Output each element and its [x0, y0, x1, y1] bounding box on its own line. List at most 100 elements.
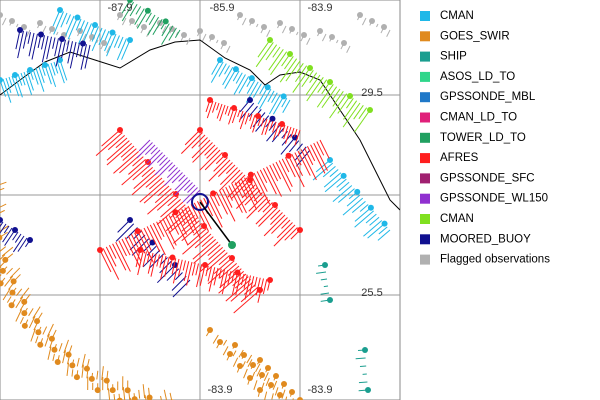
barb	[369, 216, 380, 226]
barb	[91, 27, 103, 52]
barb-station	[2, 256, 9, 263]
barb	[301, 70, 314, 88]
barb	[55, 38, 63, 67]
barb-station	[83, 365, 90, 372]
barb	[20, 72, 26, 86]
barb-station	[340, 172, 347, 179]
barb-station	[273, 373, 279, 379]
barb-station	[322, 262, 328, 268]
barb	[187, 205, 198, 224]
barb	[60, 12, 68, 28]
barb	[195, 263, 199, 276]
barb	[19, 316, 24, 324]
barb-station	[249, 18, 255, 24]
barb-station	[267, 277, 273, 283]
barb	[0, 246, 7, 252]
barb	[53, 61, 59, 74]
barb	[193, 202, 209, 232]
barb	[178, 259, 183, 277]
barb-station	[381, 24, 387, 30]
barb	[165, 209, 191, 232]
barb	[46, 36, 52, 60]
barb	[288, 155, 305, 188]
barb-station	[69, 362, 76, 369]
barb-station	[264, 84, 271, 91]
barb	[231, 271, 235, 283]
barb	[252, 83, 262, 98]
barb-station	[21, 298, 28, 305]
barb	[163, 389, 168, 400]
barb	[184, 207, 201, 239]
barb	[145, 12, 152, 23]
barb-station	[162, 18, 169, 25]
barb	[159, 219, 175, 250]
barb-station	[169, 254, 176, 261]
barb	[283, 125, 289, 140]
legend-label: Flagged observations	[440, 254, 550, 266]
barb	[193, 241, 219, 264]
barb	[386, 29, 391, 37]
barb	[265, 44, 278, 61]
barb	[342, 102, 361, 128]
barb	[222, 346, 229, 356]
barb	[11, 75, 20, 97]
barb	[174, 179, 191, 196]
barb	[324, 175, 344, 193]
barb-station	[365, 387, 371, 393]
barb-station	[0, 12, 3, 18]
barb	[244, 177, 258, 203]
barb	[294, 146, 307, 161]
barb	[225, 164, 236, 175]
barb	[187, 228, 207, 246]
barb	[260, 117, 265, 127]
barb	[312, 162, 334, 181]
barb-station	[248, 75, 255, 82]
barb	[121, 238, 131, 256]
barb	[218, 268, 222, 279]
barb	[129, 234, 146, 251]
barb	[191, 139, 211, 159]
barb	[222, 67, 234, 86]
barb	[205, 265, 209, 277]
barb	[137, 250, 144, 276]
barb	[354, 207, 372, 222]
barb-station	[297, 397, 303, 400]
barb	[238, 349, 244, 358]
barb	[148, 14, 156, 25]
barb	[205, 252, 228, 272]
barb	[213, 267, 219, 286]
barb-station	[261, 24, 267, 30]
barb-station	[141, 24, 147, 30]
barb	[231, 179, 251, 199]
barb-station	[381, 220, 388, 227]
barb-station	[10, 278, 17, 285]
legend-swatch	[420, 132, 430, 143]
barb	[198, 137, 208, 147]
barb	[66, 40, 70, 52]
barb	[122, 387, 126, 400]
barb	[156, 221, 165, 238]
barb	[168, 215, 180, 235]
barb	[227, 106, 232, 116]
barb-station	[280, 93, 287, 100]
barb	[249, 113, 253, 122]
map	[0, 0, 400, 400]
barb	[257, 278, 264, 303]
barb	[56, 31, 59, 36]
barb	[329, 169, 339, 178]
barb	[274, 387, 279, 396]
barb	[306, 77, 324, 102]
legend-swatch	[420, 193, 430, 204]
barb	[128, 158, 146, 175]
barb	[127, 235, 142, 262]
barb	[112, 243, 127, 271]
barb	[115, 137, 128, 149]
barb	[358, 381, 368, 384]
barb	[183, 261, 190, 282]
barb	[275, 161, 292, 192]
barb	[1, 246, 14, 257]
barb	[235, 72, 243, 84]
barb	[121, 1, 135, 22]
barb	[199, 149, 221, 171]
barb	[234, 174, 246, 186]
